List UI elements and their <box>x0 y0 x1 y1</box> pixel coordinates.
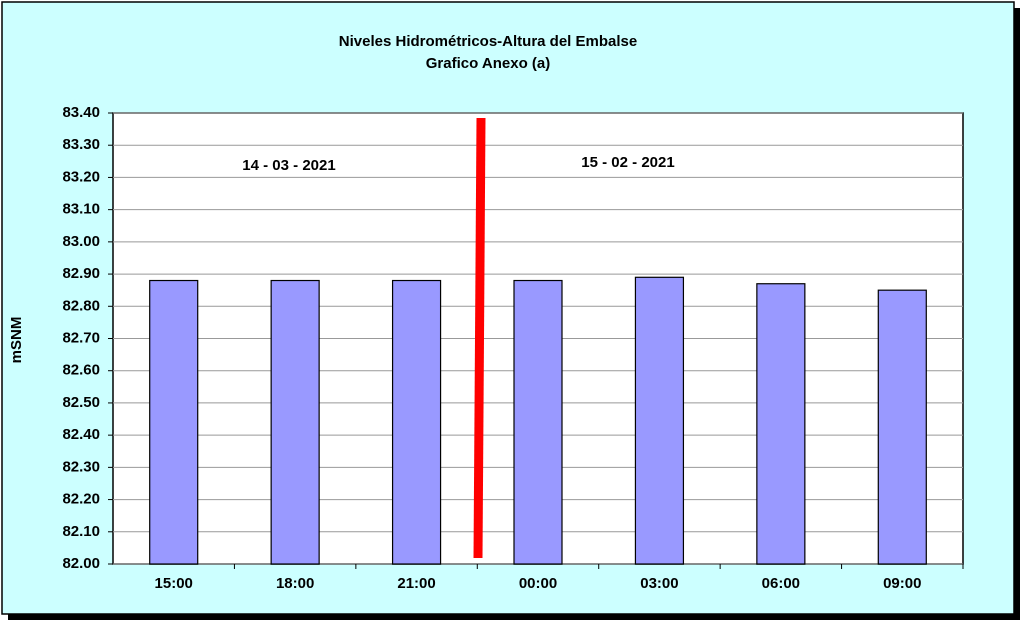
y-tick-label: 82.00 <box>62 555 100 572</box>
bar <box>513 279 563 565</box>
y-tick-label: 83.10 <box>62 201 100 218</box>
x-tick-label: 00:00 <box>519 575 557 592</box>
x-tick-label: 18:00 <box>276 575 314 592</box>
y-tick-label: 82.30 <box>62 458 100 475</box>
y-tick-label: 83.00 <box>62 233 100 250</box>
y-tick-label: 83.30 <box>62 136 100 153</box>
bar <box>270 279 320 565</box>
y-tick-label: 82.70 <box>62 329 100 346</box>
y-tick-label: 82.20 <box>62 491 100 508</box>
x-tick-label: 09:00 <box>883 575 921 592</box>
x-tick-label: 21:00 <box>397 575 435 592</box>
y-tick-label: 83.40 <box>62 104 100 121</box>
y-tick-label: 82.50 <box>62 394 100 411</box>
bar <box>756 283 806 565</box>
y-tick-label: 82.80 <box>62 297 100 314</box>
bar <box>149 279 199 565</box>
x-tick-label: 03:00 <box>640 575 678 592</box>
y-tick-label: 83.20 <box>62 168 100 185</box>
chart-title: Niveles Hidrométricos-Altura del Embalse <box>339 33 637 50</box>
annotation: 15 - 02 - 2021 <box>581 154 674 171</box>
y-tick-label: 82.60 <box>62 362 100 379</box>
y-tick-label: 82.90 <box>62 265 100 282</box>
bar <box>877 289 927 565</box>
divider-line <box>473 117 486 559</box>
y-tick-label: 82.40 <box>62 426 100 443</box>
plot-layer: 82.00 82.10 82.20 82.30 82.40 82.50 82.60 82.70… <box>62 104 964 592</box>
bar <box>391 279 442 565</box>
chart-subtitle: Grafico Anexo (a) <box>426 55 550 72</box>
y-tick-label: 82.10 <box>62 523 100 540</box>
x-tick-label: 15:00 <box>155 575 193 592</box>
annotation: 14 - 03 - 2021 <box>242 157 335 174</box>
y-axis-label: mSNM <box>8 317 25 364</box>
bar <box>634 276 685 565</box>
x-tick-label: 06:00 <box>762 575 800 592</box>
